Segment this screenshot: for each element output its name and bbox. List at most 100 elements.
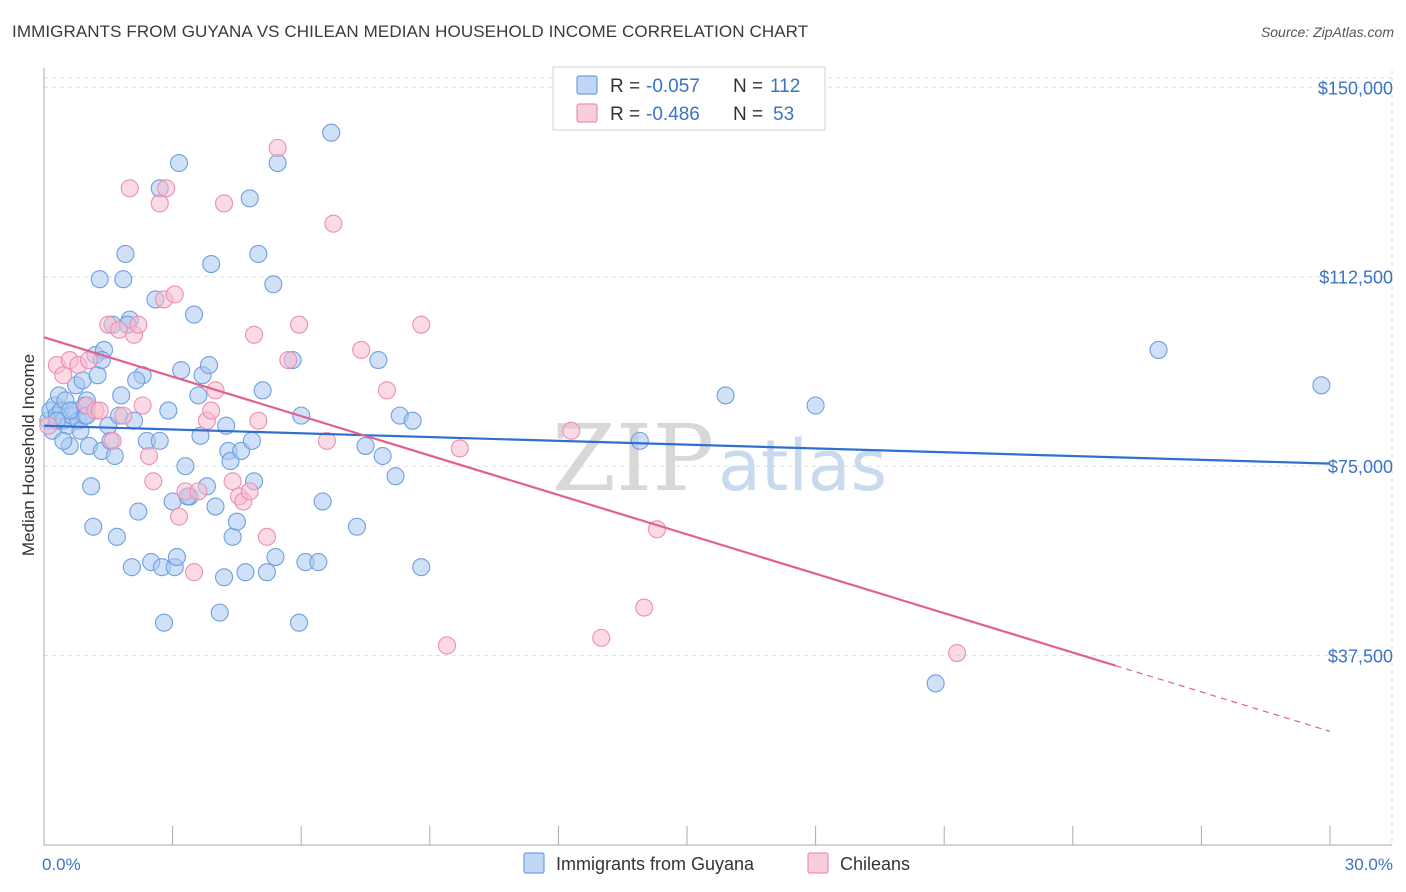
guyana-point-100 (1312, 376, 1331, 395)
guyana-point-96 (716, 386, 735, 405)
legend-label-guyana: Immigrants from Guyana (556, 854, 755, 874)
trend-lines (43, 336, 1331, 732)
series-chileans-points (39, 138, 967, 663)
guyana-point-63 (210, 603, 229, 622)
axes (43, 68, 1392, 846)
guyana-point-95 (630, 431, 649, 450)
guyana-point-23 (88, 366, 107, 385)
legend-box (552, 66, 826, 131)
y-tick-label-2: $112,500 (1319, 268, 1393, 288)
watermark-zip: ZIP (552, 405, 714, 512)
guyana-point-87 (347, 517, 366, 536)
chilean-point-13 (120, 179, 139, 198)
chilean-point-16 (133, 396, 152, 415)
guyana-point-20 (82, 477, 101, 496)
guyana-point-67 (223, 527, 242, 546)
guyana-point-68 (227, 512, 246, 531)
guyana-point-34 (114, 270, 133, 289)
chilean-point-36 (249, 411, 268, 430)
guyana-point-89 (369, 350, 388, 370)
guyana-point-46 (154, 613, 174, 632)
chilean-point-17 (139, 446, 159, 466)
legend-label-chileans: Chileans (840, 854, 910, 874)
chilean-point-10 (103, 431, 122, 450)
chilean-point-22 (165, 285, 184, 304)
guyana-point-21 (84, 517, 103, 536)
guyana-point-77 (264, 275, 283, 294)
guyana-point-85 (313, 492, 332, 511)
chilean-point-15 (129, 315, 148, 334)
chilean-point-41 (317, 431, 336, 450)
chart-source: Source: ZipAtlas.com (1260, 24, 1394, 40)
legend-n-value-1: 112 (770, 76, 800, 97)
guyana-point-74 (249, 244, 268, 264)
guyana-point-72 (242, 431, 261, 450)
guyana-point-60 (199, 356, 219, 375)
chilean-point-2 (54, 366, 73, 385)
chilean-point-44 (377, 381, 396, 400)
guyana-point-98 (926, 674, 945, 693)
guyana-point-62 (206, 497, 225, 516)
guyana-point-52 (172, 361, 191, 380)
chilean-point-45 (412, 315, 431, 334)
chilean-point-12 (114, 406, 133, 425)
chilean-point-43 (352, 340, 371, 359)
watermark: ZIP atlas (552, 405, 887, 512)
legend-r-label-1: R = (610, 76, 640, 97)
chilean-point-26 (189, 482, 208, 501)
chilean-point-8 (90, 401, 109, 420)
guyana-point-55 (184, 305, 204, 324)
guyana-point-78 (266, 548, 285, 567)
guyana-point-53 (176, 457, 195, 476)
chilean-trend-line (43, 336, 1116, 667)
correlation-legend: R = -0.057 N = 112 R = -0.486 N = 53 (552, 66, 826, 131)
chilean-point-39 (279, 350, 298, 370)
y-tick-label-0: $37,500 (1328, 647, 1393, 667)
chilean-point-28 (202, 401, 221, 420)
guyana-point-31 (107, 527, 126, 546)
guyana-point-35 (116, 244, 135, 264)
guyana-point-47 (159, 401, 178, 420)
guyana-point-33 (112, 386, 131, 405)
legend-swatch-chileans (807, 852, 829, 874)
chilean-point-35 (244, 325, 264, 344)
legend-r-value-1: -0.057 (646, 76, 700, 97)
guyana-point-79 (268, 153, 287, 173)
guyana-point-101 (54, 431, 73, 450)
guyana-point-15 (71, 421, 90, 440)
guyana-point-51 (169, 153, 189, 173)
guyana-point-86 (322, 123, 341, 142)
y-axis-label: Median Household Income (19, 354, 38, 556)
guyana-trend-line (43, 424, 1331, 465)
x-tick-labels: 0.0% 30.0% (42, 855, 1393, 874)
legend-n-label-1: N = (733, 76, 763, 97)
chilean-point-52 (948, 643, 967, 663)
chilean-point-50 (635, 598, 654, 617)
chilean-point-49 (592, 628, 611, 647)
chilean-point-21 (157, 179, 176, 198)
guyana-point-71 (240, 189, 259, 208)
guyana-point-56 (189, 386, 208, 405)
legend-swatch-pink (576, 103, 598, 123)
guyana-point-91 (386, 467, 405, 486)
guyana-point-61 (202, 255, 221, 274)
x-tick-label-min: 0.0% (42, 855, 81, 874)
chart-title: IMMIGRANTS FROM GUYANA VS CHILEAN MEDIAN… (12, 22, 809, 41)
chilean-point-25 (184, 563, 204, 582)
chilean-point-11 (109, 320, 129, 339)
chilean-point-18 (144, 472, 163, 491)
guyana-point-97 (806, 396, 825, 415)
chilean-point-51 (647, 520, 667, 539)
guyana-point-90 (373, 446, 392, 466)
chilean-point-23 (169, 507, 189, 526)
guyana-point-75 (253, 381, 272, 400)
guyana-point-24 (90, 270, 109, 289)
guyana-point-81 (290, 613, 309, 632)
guyana-point-50 (167, 548, 186, 567)
guyana-point-57 (191, 426, 210, 445)
guyana-point-99 (1149, 340, 1168, 359)
chilean-point-34 (240, 482, 259, 501)
chilean-point-48 (562, 421, 581, 440)
legend-swatch-blue (576, 75, 598, 95)
